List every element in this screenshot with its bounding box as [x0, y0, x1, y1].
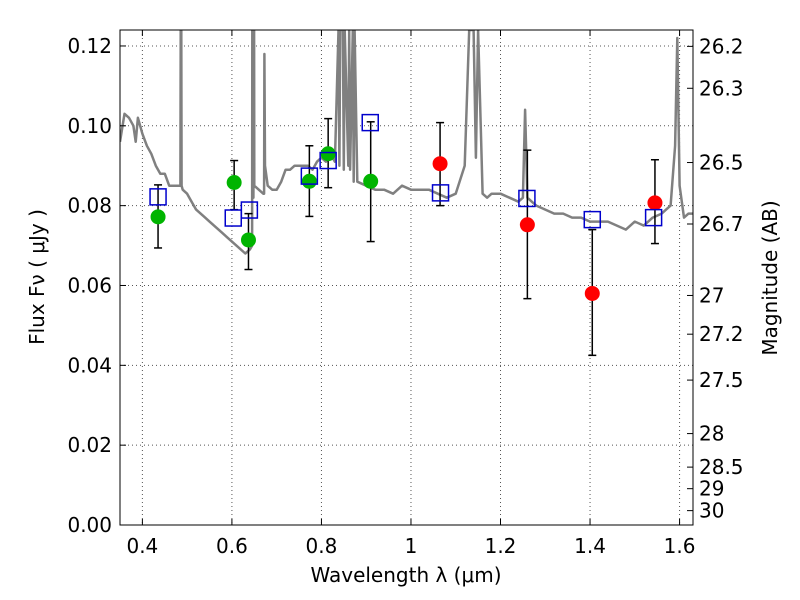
data-point-optical — [363, 173, 379, 189]
x-tick-label: 0.6 — [216, 534, 248, 558]
model-point — [240, 201, 259, 219]
x-tick-label: 0.4 — [126, 534, 158, 558]
model-point — [319, 151, 337, 170]
x-tick-label: 1 — [405, 534, 418, 558]
right-tick-label: 28.5 — [699, 455, 744, 479]
y-tick-label: 0.06 — [67, 273, 112, 297]
right-tick-label: 27.5 — [699, 368, 744, 392]
model-point — [300, 167, 319, 185]
right-tick-label: 26.5 — [699, 151, 744, 175]
right-tick-label: 26.3 — [699, 76, 744, 100]
error-bars — [154, 117, 659, 357]
model-point — [518, 189, 536, 208]
y-tick-label: 0.00 — [67, 513, 112, 537]
y-tick-label: 0.10 — [67, 114, 112, 138]
model-point — [431, 184, 450, 202]
model-point — [224, 209, 243, 227]
data-markers — [149, 113, 663, 301]
right-axis-label: Magnitude (AB) — [758, 200, 782, 355]
template-spectrum — [120, 30, 693, 255]
y-tick-label: 0.08 — [67, 194, 112, 218]
data-point-nir — [432, 156, 448, 172]
x-tick-label: 1.6 — [664, 534, 696, 558]
right-tick-label: 30 — [699, 499, 724, 523]
data-point-nir — [584, 285, 600, 301]
right-tick-label: 26.7 — [699, 212, 744, 236]
x-tick-label: 1.2 — [485, 534, 517, 558]
data-point-nir — [647, 195, 663, 211]
y-tick-label: 0.04 — [67, 353, 112, 377]
model-point — [644, 208, 663, 227]
x-tick-label: 1.4 — [574, 534, 606, 558]
right-tick-label: 28 — [699, 422, 724, 446]
grid — [120, 30, 693, 526]
data-point-optical — [301, 173, 317, 189]
right-tick-label: 27.2 — [699, 322, 744, 346]
y-axis-ticks: 0.00 0.02 0.04 0.06 0.08 0.10 0.12 — [67, 34, 126, 537]
right-tick-label: 27 — [699, 283, 724, 307]
right-tick-label: 29 — [699, 477, 724, 501]
data-point-optical — [320, 146, 336, 162]
right-tick-label: 26.2 — [699, 34, 744, 58]
y-axis-label: Flux Fν ( μJy ) — [25, 209, 49, 345]
data-point-optical — [226, 174, 242, 190]
plot-frame — [119, 29, 694, 526]
template-line — [120, 30, 693, 255]
data-point-nir — [519, 217, 535, 233]
model-point — [361, 113, 379, 132]
model-point — [149, 188, 167, 206]
data-point-optical — [150, 209, 166, 225]
model-point — [583, 210, 602, 229]
x-tick-label: 0.8 — [306, 534, 338, 558]
y-tick-label: 0.12 — [67, 34, 112, 58]
x-axis-ticks: 0.4 0.6 0.8 1 1.2 1.4 1.6 — [126, 30, 695, 558]
data-point-optical — [240, 232, 256, 248]
y-tick-label: 0.02 — [67, 433, 112, 457]
x-axis-label: Wavelength λ (μm) — [310, 563, 501, 587]
